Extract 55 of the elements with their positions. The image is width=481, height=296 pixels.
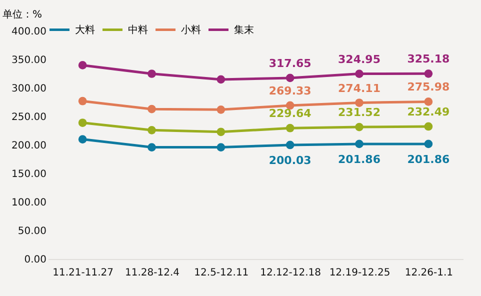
data-label: 231.52 [338,106,380,120]
y-tick-label: 50.00 [18,226,46,237]
point [148,143,156,152]
point [216,143,226,152]
point [355,140,364,148]
point [216,128,226,136]
x-tick-label: 12.26-1.1 [404,268,453,278]
point [424,122,433,131]
y-tick-label: 400.00 [12,26,46,38]
x-tick-label: 12.19-12.25 [329,268,390,278]
data-label: 275.98 [407,80,450,94]
y-tick-label: 350.00 [12,55,46,66]
legend-label: 集末 [234,24,254,36]
x-tick-label: 12.5-12.11 [194,268,249,278]
point [148,70,156,78]
x-tick-label: 11.21-11.27 [52,268,114,278]
point [424,98,433,106]
point [78,96,87,106]
point [286,124,294,132]
x-tick-label: 11.28-12.4 [124,268,180,278]
y-tick-label: 0.00 [24,254,46,266]
x-tick-label: 12.12-12.18 [260,268,322,278]
data-label: 232.49 [407,105,450,118]
data-label: 229.64 [268,107,312,120]
data-label: 274.11 [338,82,380,95]
data-label: 200.03 [268,154,312,167]
point [216,75,226,84]
data-label: 317.65 [268,56,312,70]
legend-label: 小料 [181,24,201,36]
point [148,104,156,114]
point [286,140,294,150]
data-label: 269.33 [268,84,312,98]
legend-label: 中料 [128,24,148,36]
y-tick-label: 100.00 [12,198,46,208]
point [78,118,87,127]
y-tick-label: 150.00 [12,169,46,180]
point [78,135,87,144]
y-tick-label: 300.00 [12,84,46,94]
point [78,61,87,70]
point [424,140,433,148]
data-label: 324.95 [338,52,380,66]
point [286,74,294,82]
data-label: 201.86 [407,152,450,166]
point [148,126,156,134]
point [355,70,364,78]
y-tick-label: 250.00 [12,112,46,123]
y-axis-title: 单位：% [2,8,42,20]
data-label: 201.86 [338,152,381,166]
y-tick-label: 200.00 [12,140,46,152]
point [216,105,226,114]
point [424,69,433,78]
legend-label: 大料 [75,24,95,36]
point [355,122,364,132]
point [355,98,364,107]
data-label: 325.18 [407,52,450,66]
